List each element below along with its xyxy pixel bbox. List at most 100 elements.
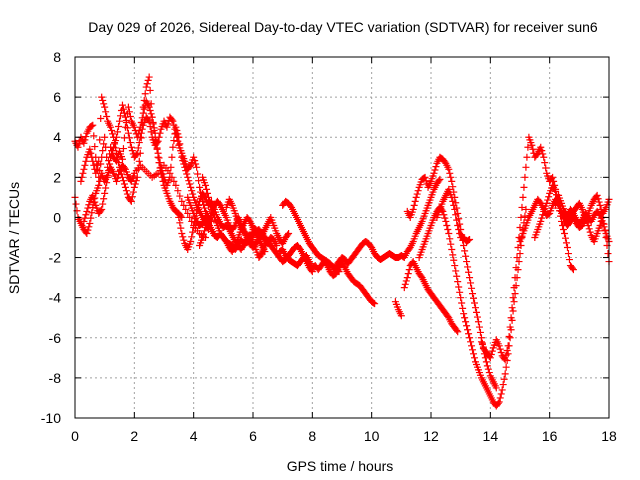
data-point-interp xyxy=(90,132,98,140)
x-tick-label: 8 xyxy=(308,428,316,444)
data-point-interp xyxy=(105,167,113,175)
data-point-interp xyxy=(515,258,523,266)
data-point-interp xyxy=(496,345,504,353)
data-point-interp xyxy=(465,236,473,244)
data-point-interp xyxy=(189,190,197,198)
data-point xyxy=(454,221,462,229)
data-point xyxy=(495,398,503,406)
data-point-interp xyxy=(462,318,470,326)
data-point-interp xyxy=(168,116,176,124)
data-point-interp xyxy=(174,187,182,195)
data-point xyxy=(127,197,135,205)
data-point xyxy=(466,236,474,244)
data-point-interp xyxy=(404,270,412,278)
data-point-interp xyxy=(79,169,87,177)
data-point-interp xyxy=(188,233,196,241)
data-point xyxy=(95,157,103,165)
data-point-interp xyxy=(447,173,455,181)
data-point-interp xyxy=(155,133,163,141)
data-point-interp xyxy=(123,124,131,132)
data-point xyxy=(101,189,109,197)
x-tick-label: 10 xyxy=(364,428,380,444)
data-point-interp xyxy=(472,308,480,316)
data-point xyxy=(113,149,121,157)
data-point-interp xyxy=(473,313,481,321)
data-point-interp xyxy=(502,363,510,371)
data-point xyxy=(175,213,183,221)
data-point-interp xyxy=(72,200,80,208)
data-point-interp xyxy=(509,307,517,315)
data-point-interp xyxy=(411,197,419,205)
data-point-interp xyxy=(506,323,514,331)
data-point-interp xyxy=(108,150,116,158)
data-point-interp xyxy=(462,252,470,260)
data-point-interp xyxy=(171,125,179,133)
data-point xyxy=(145,73,153,81)
data-point-interp xyxy=(414,187,422,195)
x-tick-label: 16 xyxy=(542,428,558,444)
data-point xyxy=(451,205,459,213)
data-point xyxy=(107,123,115,131)
data-point-interp xyxy=(450,201,458,209)
data-point-interp xyxy=(134,165,142,173)
data-point-interp xyxy=(138,125,146,133)
data-point xyxy=(116,117,123,125)
data-point-interp xyxy=(444,225,452,233)
data-point-interp xyxy=(140,96,148,104)
data-point xyxy=(537,217,545,225)
grid-lines xyxy=(75,57,609,418)
data-point-interp xyxy=(506,334,514,342)
data-point xyxy=(563,244,571,252)
data-point-interp xyxy=(586,228,594,236)
data-point-interp xyxy=(450,256,458,264)
data-point-interp xyxy=(453,216,461,224)
data-point-interp xyxy=(438,206,446,214)
data-point-interp xyxy=(564,250,572,258)
data-point-interp xyxy=(509,294,517,302)
data-point-interp xyxy=(431,166,439,174)
data-point xyxy=(136,133,144,141)
data-point xyxy=(409,205,417,213)
data-point-interp xyxy=(147,100,155,108)
data-point xyxy=(190,153,198,161)
data-point-interp xyxy=(167,163,175,171)
data-point-interp xyxy=(470,350,478,358)
y-tick-label: -2 xyxy=(49,250,62,266)
data-point-interp xyxy=(91,143,99,151)
data-point xyxy=(442,217,450,225)
data-point-interp xyxy=(144,116,152,124)
data-point-interp xyxy=(119,105,127,113)
y-axis-label: SDTVAR / TECUs xyxy=(6,182,22,294)
data-point-interp xyxy=(370,299,378,307)
data-point-interp xyxy=(108,127,116,135)
data-point xyxy=(510,284,518,292)
data-point xyxy=(593,191,601,199)
data-point-interp xyxy=(88,209,96,217)
data-point xyxy=(273,242,281,250)
data-point-interp xyxy=(446,235,454,243)
data-point-interp xyxy=(544,196,552,204)
data-point xyxy=(121,183,129,191)
data-point xyxy=(184,209,192,217)
series-sat-p xyxy=(433,185,474,246)
y-tick-label: -8 xyxy=(49,370,62,386)
data-point-interp xyxy=(511,274,519,282)
data-point-interp xyxy=(182,205,190,213)
data-point-interp xyxy=(128,147,136,155)
data-point-interp xyxy=(134,144,142,152)
data-point-interp xyxy=(482,358,490,366)
data-point-interp xyxy=(470,294,478,302)
data-point-interp xyxy=(186,180,194,188)
data-point-interp xyxy=(158,167,166,175)
series-sat-l xyxy=(332,175,444,270)
data-point xyxy=(397,312,405,320)
data-point xyxy=(95,181,103,189)
data-point-interp xyxy=(117,170,125,178)
data-point-interp xyxy=(189,228,197,236)
data-point-interp xyxy=(87,149,95,157)
data-point xyxy=(460,310,468,318)
data-point xyxy=(163,123,171,131)
data-point xyxy=(193,163,201,171)
data-point-interp xyxy=(170,177,178,185)
data-point-interp xyxy=(84,204,92,212)
